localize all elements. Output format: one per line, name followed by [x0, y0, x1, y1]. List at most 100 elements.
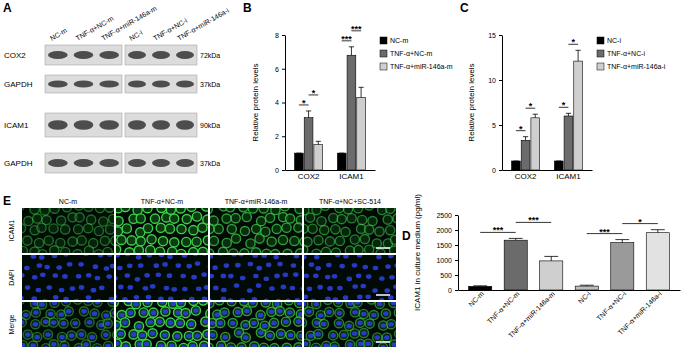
cell — [389, 246, 396, 253]
error-line — [308, 111, 309, 118]
nucleus — [83, 342, 89, 347]
cell — [252, 224, 261, 233]
nucleus — [182, 255, 188, 258]
cell — [83, 302, 92, 305]
tick-label: TNF-α+NC-m — [486, 290, 521, 325]
cell — [62, 208, 71, 212]
cell — [217, 341, 226, 347]
nucleus — [131, 332, 137, 337]
cell — [188, 342, 197, 347]
nucleus — [332, 274, 338, 279]
cell — [44, 236, 53, 245]
significance-label: * — [572, 37, 576, 47]
error-cap — [316, 141, 321, 142]
cell — [100, 236, 109, 245]
nucleus — [228, 274, 234, 279]
cell — [321, 247, 330, 253]
tick: 1500 — [436, 242, 458, 249]
blot-panel: NC-mTNF-α+NC-mTNF-α+miR-146a-mNC-iTNF-α+… — [4, 4, 230, 173]
error-cap — [575, 50, 580, 51]
cell — [139, 308, 148, 317]
nucleus — [241, 302, 247, 303]
nucleus — [42, 299, 48, 300]
axis-line — [459, 290, 681, 291]
tick: COX2 — [298, 170, 320, 181]
cell — [173, 332, 182, 341]
nucleus — [304, 302, 306, 306]
nucleus — [337, 286, 343, 291]
nucleus — [366, 274, 372, 279]
nucleus — [352, 310, 358, 315]
tick-label: 0 — [492, 167, 496, 174]
nucleus — [81, 309, 87, 314]
nucleus — [276, 299, 282, 300]
nucleus — [62, 274, 68, 279]
cell — [314, 236, 323, 245]
nucleus — [63, 302, 69, 304]
cell — [22, 302, 24, 305]
cell — [161, 307, 170, 316]
cell — [158, 236, 167, 245]
nucleus — [181, 299, 187, 300]
nucleus — [189, 297, 195, 300]
tick-mark — [499, 170, 502, 171]
nucleus — [258, 330, 264, 335]
nucleus — [92, 311, 98, 316]
cell — [170, 214, 179, 223]
cell — [157, 208, 166, 213]
cell — [176, 302, 185, 307]
cell — [321, 208, 330, 210]
cell — [138, 331, 147, 340]
nucleus — [352, 263, 358, 268]
cell — [94, 226, 103, 235]
nucleus — [104, 266, 110, 271]
cell — [61, 225, 70, 234]
nucleus — [296, 319, 302, 324]
nucleus — [162, 333, 168, 338]
nucleus — [116, 323, 119, 328]
error-bar — [651, 230, 665, 233]
nucleus — [188, 322, 194, 327]
nucleus — [365, 341, 371, 346]
nucleus — [33, 322, 39, 327]
nucleus — [74, 299, 80, 300]
cell — [49, 224, 58, 233]
nucleus — [332, 344, 338, 347]
cell — [341, 227, 350, 236]
nucleus — [277, 309, 283, 314]
nucleus — [253, 274, 259, 279]
tick-label: 15 — [488, 32, 496, 39]
cell — [49, 318, 58, 327]
error-cap — [358, 87, 363, 88]
nucleus — [336, 321, 342, 326]
nucleus — [116, 341, 120, 346]
nucleus — [278, 332, 284, 337]
image-background — [210, 302, 302, 347]
cell — [105, 208, 114, 212]
nucleus — [218, 255, 224, 256]
error-bar — [358, 87, 363, 97]
nucleus — [186, 334, 192, 339]
cell — [31, 320, 40, 329]
cell — [345, 246, 354, 253]
cell — [50, 246, 59, 253]
cell — [276, 329, 285, 338]
nucleus — [380, 323, 386, 328]
nucleus — [363, 265, 369, 270]
nucleus — [221, 297, 227, 300]
cell — [231, 214, 240, 223]
row-label: GAPDH — [4, 80, 33, 89]
cell — [241, 333, 250, 342]
nucleus — [238, 255, 244, 256]
nucleus — [374, 335, 380, 340]
nucleus — [283, 255, 289, 256]
cell — [227, 302, 236, 306]
tick-label: NC-m — [467, 290, 485, 308]
cell — [131, 302, 140, 309]
cell — [168, 247, 177, 253]
cell — [389, 302, 396, 307]
error-line — [525, 137, 526, 141]
error-bar — [306, 111, 311, 118]
cell — [386, 208, 395, 213]
nucleus — [51, 320, 57, 325]
